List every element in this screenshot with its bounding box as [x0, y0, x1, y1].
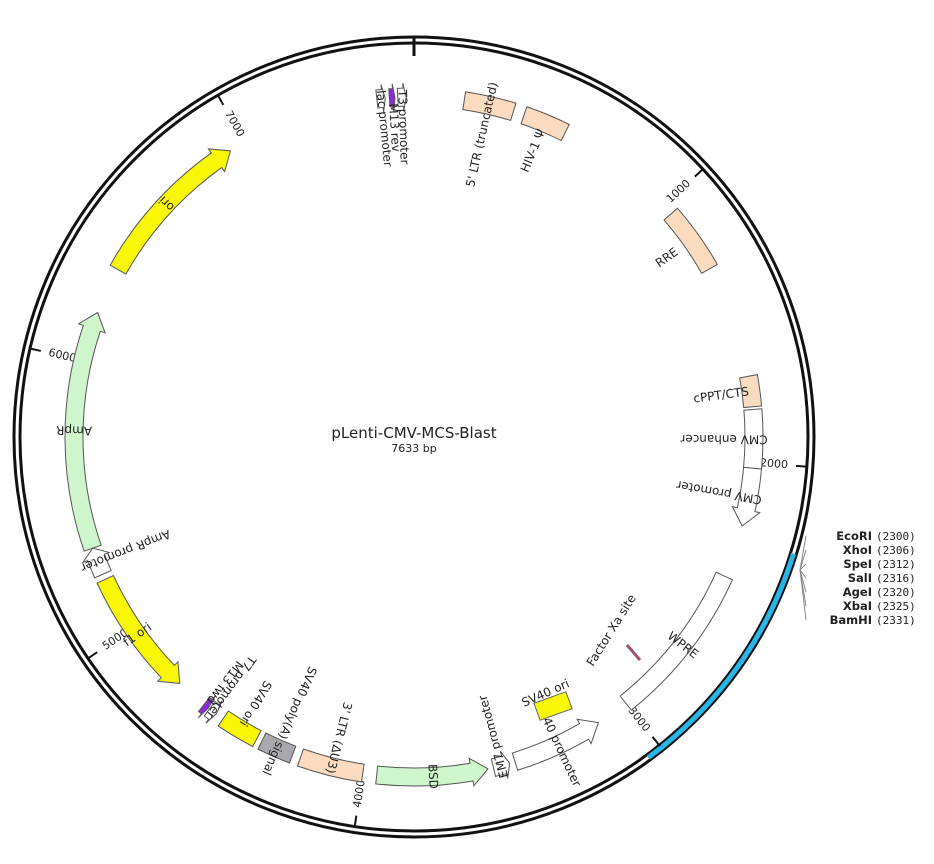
- feature-label-hiv-psi: HIV-1 Ψ: [518, 127, 548, 174]
- feature-label-ampr: AmpR: [56, 423, 92, 438]
- site-name: SalI: [848, 571, 872, 585]
- site-name: SpeI: [843, 557, 872, 571]
- feature-hiv-psi: [520, 106, 570, 142]
- feature-label-cppt: cPPT/CTS: [693, 384, 750, 405]
- feature-rre: [663, 207, 719, 275]
- site-leader-line: [799, 549, 807, 571]
- feature-ampr: [64, 311, 106, 552]
- feature-t7-promoter: [203, 700, 223, 724]
- tick-mark: [28, 347, 42, 352]
- feature-label-sv40-ori-outer: SV40 ori: [237, 678, 275, 729]
- feature-em7-promoter: [490, 751, 511, 779]
- feature-m13-fwd: [197, 695, 216, 719]
- mcs-highlight-arc: [646, 552, 796, 760]
- tick-mark: [216, 93, 225, 106]
- tick-label: 3000: [625, 704, 653, 734]
- feature-t3-promoter: [396, 83, 407, 112]
- feature-label-cmv-enhancer: CMV enhancer: [680, 432, 767, 446]
- site-leader-line: [799, 569, 807, 579]
- feature-ampr-promoter: [81, 547, 112, 579]
- tick-mark: [353, 815, 358, 828]
- site-position: (2331): [876, 614, 916, 627]
- sv40-ori-inner-box: [533, 691, 573, 721]
- feature-f1-ori: [96, 574, 181, 684]
- feature-sv40-ori-outer: [217, 710, 262, 748]
- site-leader-line: [799, 563, 807, 571]
- plasmid-name: pLenti-CMV-MCS-Blast: [331, 424, 496, 442]
- site-position: (2300): [876, 530, 916, 543]
- feature-bsd: [375, 757, 489, 788]
- tick-mark: [694, 167, 705, 178]
- site-position: (2312): [876, 558, 916, 571]
- feature-cppt: [739, 374, 763, 409]
- tick-mark: [795, 464, 808, 468]
- site-name: EcoRI: [836, 529, 872, 543]
- feature-m13-rev: [388, 83, 396, 112]
- tick-label: 7000: [222, 108, 247, 139]
- feature-sv40-promoter: [511, 718, 600, 771]
- factor-xa-site-mark: [625, 644, 642, 661]
- feature-label-t3-promoter: T3 promoter: [395, 89, 412, 165]
- site-name: XbaI: [843, 599, 872, 613]
- site-leader-line: [799, 569, 807, 621]
- feature-lac-promoter: [375, 84, 386, 113]
- feature-sv40-polya: [257, 732, 297, 764]
- feature-cmv-promoter: [731, 466, 763, 527]
- site-position: (2316): [876, 572, 916, 585]
- site-leader-line: [799, 535, 807, 571]
- site-name: XhoI: [843, 543, 872, 557]
- tick-label: 2000: [760, 456, 789, 471]
- factor-xa-site-label: Factor Xa site: [584, 592, 639, 669]
- tick-label: 6000: [47, 346, 77, 365]
- feature-5-ltr: [462, 91, 517, 122]
- site-position: (2320): [876, 586, 916, 599]
- site-position: (2306): [876, 544, 916, 557]
- site-name: BamHI: [830, 613, 872, 627]
- plasmid-length: 7633 bp: [391, 442, 436, 455]
- site-position: (2325): [876, 600, 916, 613]
- tick-mark: [86, 651, 98, 660]
- feature-label-m13-rev: M13 rev: [386, 103, 403, 152]
- site-name: AgeI: [843, 585, 872, 599]
- tick-label: 4000: [351, 779, 368, 809]
- feature-label-bsd: BSD: [425, 764, 440, 790]
- tick-mark: [651, 736, 661, 747]
- feature-label-rre: RRE: [653, 245, 681, 270]
- feature-ori: [109, 148, 232, 275]
- feature-wpre: [619, 571, 734, 711]
- tick-label: 1000: [664, 177, 693, 206]
- feature-3-ltr: [296, 748, 365, 783]
